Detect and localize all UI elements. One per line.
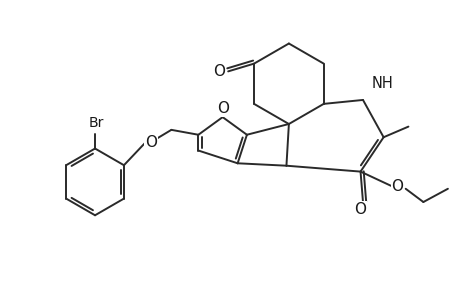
Text: NH: NH [371,76,393,91]
Text: O: O [216,101,228,116]
Text: Br: Br [88,116,103,130]
Text: O: O [354,202,366,217]
Text: O: O [145,135,157,150]
Text: O: O [391,179,403,194]
Text: O: O [213,64,225,79]
